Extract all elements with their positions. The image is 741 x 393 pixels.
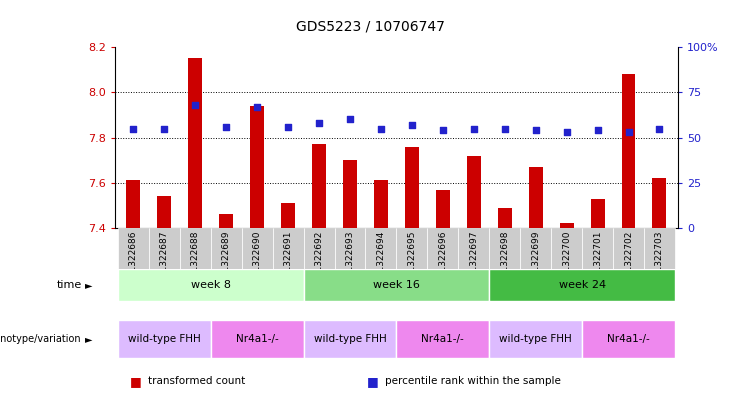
Bar (520, 228, 551, 295)
Bar (281, 203, 295, 228)
Text: week 16: week 16 (373, 280, 420, 290)
Bar (127, 180, 140, 228)
Point (591, 127, 603, 134)
Bar (551, 228, 582, 295)
Bar (118, 320, 210, 358)
Bar (343, 160, 357, 228)
Bar (489, 228, 520, 295)
Bar (396, 320, 489, 358)
Text: GSM1322698: GSM1322698 (500, 231, 509, 291)
Bar (591, 198, 605, 228)
Text: GSM1322688: GSM1322688 (190, 231, 200, 291)
Bar (118, 269, 304, 301)
Text: GSM1322689: GSM1322689 (222, 231, 230, 291)
Text: GSM1322690: GSM1322690 (253, 231, 262, 291)
Text: GSM1322693: GSM1322693 (345, 231, 354, 291)
Bar (273, 228, 304, 295)
Text: ■: ■ (367, 375, 379, 388)
Bar (396, 228, 428, 295)
Bar (149, 228, 180, 295)
Point (127, 125, 139, 132)
Bar (242, 228, 273, 295)
Text: GSM1322687: GSM1322687 (160, 231, 169, 291)
Bar (374, 180, 388, 228)
Text: GDS5223 / 10706747: GDS5223 / 10706747 (296, 20, 445, 34)
Bar (467, 156, 481, 228)
Text: GSM1322694: GSM1322694 (376, 231, 385, 291)
Text: transformed count: transformed count (148, 376, 245, 386)
Bar (559, 224, 574, 228)
Text: wild-type FHH: wild-type FHH (128, 334, 201, 344)
Text: GSM1322702: GSM1322702 (624, 231, 633, 291)
Point (344, 116, 356, 123)
Bar (180, 228, 210, 295)
Point (561, 129, 573, 135)
Bar (304, 320, 396, 358)
Text: wild-type FHH: wild-type FHH (499, 334, 572, 344)
Bar (157, 196, 171, 228)
Point (313, 120, 325, 126)
Bar (529, 167, 542, 228)
Point (437, 127, 449, 134)
Text: week 24: week 24 (559, 280, 605, 290)
Bar (459, 228, 489, 295)
Bar (498, 208, 512, 228)
Point (468, 125, 479, 132)
Point (220, 123, 232, 130)
Bar (118, 228, 149, 295)
Bar (250, 106, 264, 228)
Text: ►: ► (85, 334, 93, 344)
Bar (613, 228, 644, 295)
Text: GSM1322700: GSM1322700 (562, 231, 571, 291)
Bar (489, 269, 675, 301)
Point (654, 125, 665, 132)
Text: GSM1322686: GSM1322686 (129, 231, 138, 291)
Bar (365, 228, 396, 295)
Bar (405, 147, 419, 228)
Bar (582, 228, 613, 295)
Text: GSM1322691: GSM1322691 (284, 231, 293, 291)
Text: wild-type FHH: wild-type FHH (313, 334, 386, 344)
Bar (436, 189, 450, 228)
Text: Nr4a1-/-: Nr4a1-/- (607, 334, 650, 344)
Bar (582, 320, 675, 358)
Bar (428, 228, 459, 295)
Point (530, 127, 542, 134)
Text: Nr4a1-/-: Nr4a1-/- (236, 334, 279, 344)
Bar (304, 228, 334, 295)
Bar (304, 269, 489, 301)
Point (406, 122, 418, 128)
Text: genotype/variation: genotype/variation (0, 334, 82, 344)
Bar (210, 228, 242, 295)
Point (282, 123, 294, 130)
Bar (312, 144, 326, 228)
Bar (653, 178, 666, 228)
Text: Nr4a1-/-: Nr4a1-/- (422, 334, 464, 344)
Text: GSM1322701: GSM1322701 (593, 231, 602, 291)
Text: GSM1322695: GSM1322695 (408, 231, 416, 291)
Bar (188, 59, 202, 228)
Point (159, 125, 170, 132)
Point (251, 104, 263, 110)
Text: GSM1322696: GSM1322696 (439, 231, 448, 291)
Bar (210, 320, 304, 358)
Text: ■: ■ (130, 375, 142, 388)
Bar (622, 74, 636, 228)
Text: GSM1322692: GSM1322692 (315, 231, 324, 291)
Point (499, 125, 511, 132)
Text: GSM1322699: GSM1322699 (531, 231, 540, 291)
Bar (334, 228, 365, 295)
Bar (644, 228, 675, 295)
Point (375, 125, 387, 132)
Text: GSM1322697: GSM1322697 (469, 231, 478, 291)
Text: week 8: week 8 (190, 280, 230, 290)
Text: percentile rank within the sample: percentile rank within the sample (385, 376, 561, 386)
Point (622, 129, 634, 135)
Text: GSM1322703: GSM1322703 (655, 231, 664, 291)
Text: ►: ► (85, 280, 93, 290)
Text: time: time (56, 280, 82, 290)
Point (190, 102, 202, 108)
Bar (219, 215, 233, 228)
Bar (489, 320, 582, 358)
